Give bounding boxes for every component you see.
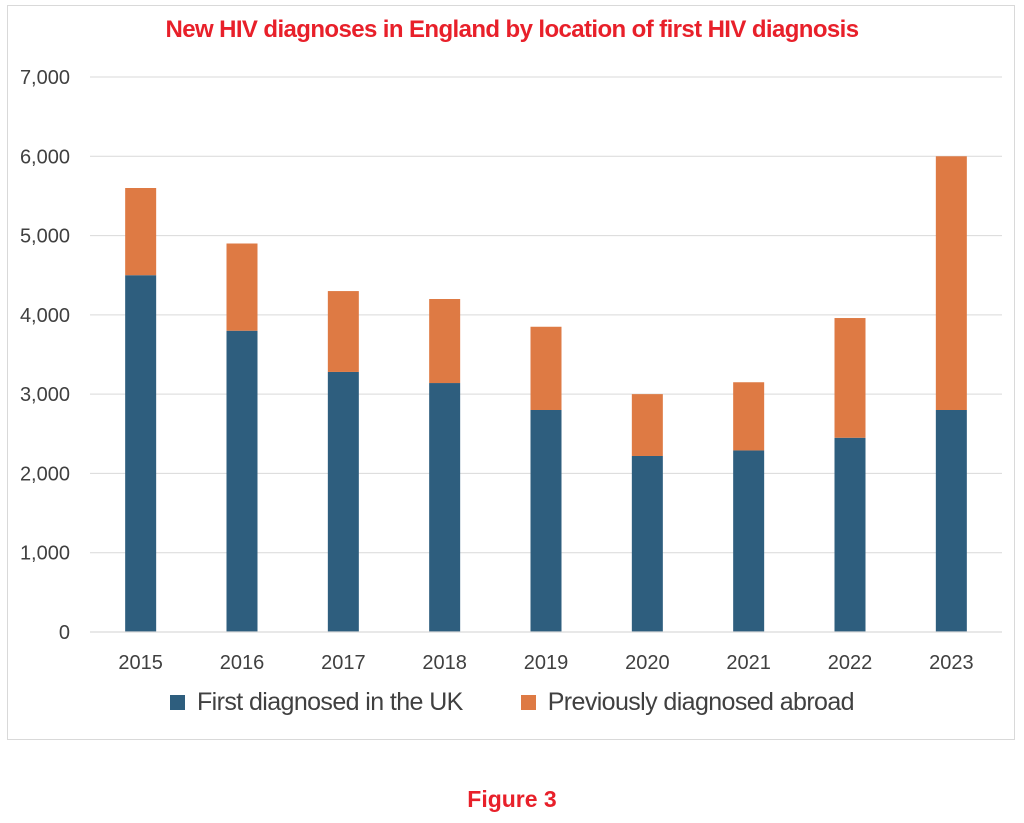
x-tick-label: 2016 bbox=[220, 652, 265, 674]
chart-title: New HIV diagnoses in England by location… bbox=[165, 16, 860, 43]
bar-previously-diagnosed-abroad-2022 bbox=[834, 318, 866, 438]
bar-previously-diagnosed-abroad-2023 bbox=[935, 156, 967, 410]
bar-first-diagnosed-uk-2021 bbox=[733, 450, 765, 632]
legend-swatch-first-diagnosed-uk bbox=[170, 695, 186, 710]
bar-first-diagnosed-uk-2020 bbox=[631, 455, 663, 632]
y-tick-label: 1,000 bbox=[20, 543, 70, 565]
x-tick-label: 2017 bbox=[321, 652, 366, 674]
y-tick-label: 3,000 bbox=[20, 384, 70, 406]
x-axis-tick-labels: 2015 2016 2017 2018 2019 2020 2021 2022 2023 bbox=[118, 652, 973, 674]
y-tick-label: 0 bbox=[59, 622, 70, 644]
x-tick-label: 2018 bbox=[422, 652, 467, 674]
bar-first-diagnosed-uk-2016 bbox=[226, 330, 258, 632]
x-tick-label: 2022 bbox=[828, 652, 873, 674]
bar-first-diagnosed-uk-2019 bbox=[530, 410, 562, 632]
bar-first-diagnosed-uk-2023 bbox=[935, 410, 967, 632]
x-tick-label: 2019 bbox=[524, 652, 569, 674]
legend-item-first-diagnosed-uk: First diagnosed in the UK bbox=[170, 688, 463, 717]
bar-previously-diagnosed-abroad-2020 bbox=[631, 394, 663, 456]
bar-previously-diagnosed-abroad-2018 bbox=[429, 299, 461, 384]
x-tick-label: 2015 bbox=[118, 652, 163, 674]
y-tick-label: 4,000 bbox=[20, 305, 70, 327]
bar-first-diagnosed-uk-2022 bbox=[834, 437, 866, 632]
bar-previously-diagnosed-abroad-2021 bbox=[733, 382, 765, 451]
bar-previously-diagnosed-abroad-2016 bbox=[226, 243, 258, 331]
bar-previously-diagnosed-abroad-2015 bbox=[125, 188, 157, 276]
y-tick-label: 2,000 bbox=[20, 463, 70, 485]
bar-first-diagnosed-uk-2018 bbox=[429, 383, 461, 632]
bar-previously-diagnosed-abroad-2019 bbox=[530, 326, 562, 410]
legend-item-previously-diagnosed-abroad: Previously diagnosed abroad bbox=[520, 688, 855, 717]
x-tick-label: 2020 bbox=[625, 652, 670, 674]
x-tick-label: 2021 bbox=[726, 652, 771, 674]
legend-swatch-previously-diagnosed-abroad bbox=[520, 695, 536, 710]
legend-label-first-diagnosed-uk: First diagnosed in the UK bbox=[197, 688, 463, 716]
x-tick-label: 2023 bbox=[929, 652, 974, 674]
bars bbox=[125, 156, 967, 632]
y-tick-label: 6,000 bbox=[20, 146, 70, 168]
y-tick-label: 5,000 bbox=[20, 226, 70, 248]
y-tick-label: 7,000 bbox=[20, 67, 70, 89]
legend: First diagnosed in the UK Previously dia… bbox=[0, 688, 1024, 717]
legend-label-previously-diagnosed-abroad: Previously diagnosed abroad bbox=[547, 688, 855, 716]
bar-first-diagnosed-uk-2015 bbox=[125, 275, 157, 632]
bar-previously-diagnosed-abroad-2017 bbox=[327, 291, 359, 372]
figure-caption: Figure 3 bbox=[467, 786, 557, 812]
bar-first-diagnosed-uk-2017 bbox=[327, 371, 359, 632]
y-axis-tick-labels: 0 1,000 2,000 3,000 4,000 5,000 6,000 7,000 bbox=[20, 67, 70, 644]
